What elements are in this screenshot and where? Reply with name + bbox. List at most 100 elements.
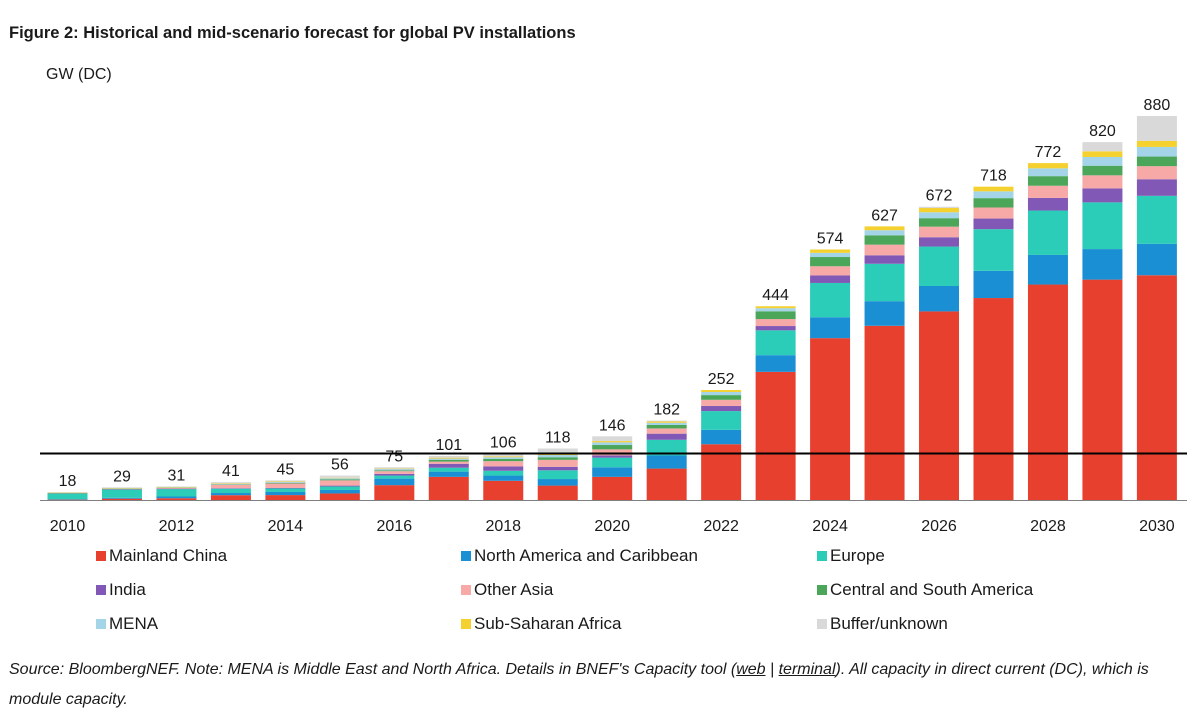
legend-label: Buffer/unknown <box>830 614 948 633</box>
x-tick-label-2028: 2028 <box>1030 518 1066 535</box>
bar-segment-sub_saharan_africa-2011 <box>101 488 142 489</box>
source-note: Source: BloombergNEF. Note: MENA is Midd… <box>9 655 1189 715</box>
bar-segment-other_asia-2016 <box>374 471 415 474</box>
bar-segment-other_asia-2027 <box>973 207 1014 219</box>
x-tick-label-2010: 2010 <box>50 518 86 535</box>
legend-item-central_south_america: Central and South America <box>817 580 1033 600</box>
legend-item-north_america: North America and Caribbean <box>461 546 698 566</box>
bar-segment-india-2025 <box>864 255 905 264</box>
legend-item-mena: MENA <box>96 614 158 634</box>
legend-item-other_asia: Other Asia <box>461 580 553 600</box>
x-tick-label-2030: 2030 <box>1139 518 1175 535</box>
bar-segment-sub_saharan_africa-2014 <box>265 481 306 482</box>
source-link-terminal[interactable]: terminal <box>778 661 836 678</box>
bar-segment-sub_saharan_africa-2020 <box>592 441 633 443</box>
bar-segment-north_america-2026 <box>919 285 960 312</box>
bar-segment-mainland_china-2016 <box>374 485 415 500</box>
bar-segment-central_south_america-2028 <box>1027 176 1068 186</box>
source-separator: | <box>765 661 779 678</box>
bar-segment-north_america-2019 <box>537 479 578 486</box>
bar-segment-mainland_china-2018 <box>483 480 524 500</box>
bar-segment-mainland_china-2010 <box>47 499 88 501</box>
legend-item-europe: Europe <box>817 546 885 566</box>
bar-segment-india-2027 <box>973 218 1014 230</box>
bar-segment-other_asia-2025 <box>864 244 905 256</box>
bar-segment-europe-2015 <box>319 486 360 490</box>
x-tick-label-2020: 2020 <box>594 518 630 535</box>
bar-segment-other_asia-2024 <box>810 266 851 276</box>
bar-segment-north_america-2023 <box>755 355 796 372</box>
bar-segment-central_south_america-2023 <box>755 311 796 320</box>
bar-segment-central_south_america-2014 <box>265 482 306 484</box>
bar-segment-europe-2020 <box>592 457 633 468</box>
bar-segment-mainland_china-2027 <box>973 298 1014 500</box>
bar-segment-mainland_china-2014 <box>265 495 306 500</box>
x-tick-label-2026: 2026 <box>921 518 957 535</box>
bar-segment-central_south_america-2015 <box>319 479 360 481</box>
bar-segment-sub_saharan_africa-2026 <box>919 208 960 213</box>
bar-segment-mena-2023 <box>755 308 796 312</box>
bar-total-label-2017: 101 <box>435 437 462 454</box>
bar-segment-india-2015 <box>319 485 360 487</box>
bar-segment-north_america-2029 <box>1082 249 1123 280</box>
bar-segment-mainland_china-2029 <box>1082 279 1123 500</box>
legend-item-mainland_china: Mainland China <box>96 546 227 566</box>
bar-segment-sub_saharan_africa-2023 <box>755 306 796 309</box>
bar-segment-mainland_china-2020 <box>592 476 633 500</box>
bar-segment-mena-2014 <box>265 481 306 483</box>
bar-segment-other_asia-2014 <box>265 483 306 488</box>
bar-total-label-2030: 880 <box>1144 97 1171 114</box>
bar-total-label-2022: 252 <box>708 371 735 388</box>
bar-segment-mainland_china-2025 <box>864 325 905 500</box>
bar-segment-india-2018 <box>483 466 524 471</box>
legend-label: Other Asia <box>474 580 554 599</box>
bar-segment-india-2011 <box>101 489 142 490</box>
bar-segment-india-2013 <box>210 488 251 489</box>
bar-segment-india-2014 <box>265 487 306 489</box>
bar-total-label-2023: 444 <box>762 287 789 304</box>
bar-segment-other_asia-2020 <box>592 449 633 456</box>
bar-segment-north_america-2027 <box>973 270 1014 299</box>
bar-segment-mainland_china-2011 <box>101 498 142 500</box>
bar-segment-north_america-2010 <box>47 499 88 500</box>
bar-segment-india-2020 <box>592 455 633 458</box>
bar-segment-north_america-2018 <box>483 475 524 481</box>
bar-segment-india-2016 <box>374 473 415 476</box>
bar-segment-sub_saharan_africa-2016 <box>374 468 415 470</box>
legend-swatch-north_america <box>461 551 471 561</box>
source-link-web[interactable]: web <box>736 661 766 678</box>
x-tick-label-2022: 2022 <box>703 518 739 535</box>
bar-total-label-2014: 45 <box>276 461 294 478</box>
bar-segment-other_asia-2019 <box>537 459 578 467</box>
bar-total-label-2015: 56 <box>331 457 349 474</box>
bar-segment-india-2030 <box>1136 179 1177 196</box>
bar-segment-europe-2025 <box>864 263 905 302</box>
bar-total-label-2016: 75 <box>385 448 403 465</box>
bar-segment-india-2028 <box>1027 197 1068 211</box>
bar-segment-north_america-2021 <box>646 455 687 469</box>
bar-segment-buffer-2030 <box>1136 115 1177 141</box>
bar-segment-europe-2019 <box>537 470 578 480</box>
bar-segment-mena-2028 <box>1027 168 1068 177</box>
bar-total-label-2019: 118 <box>545 430 571 447</box>
bar-segment-other_asia-2013 <box>210 484 251 489</box>
bar-total-label-2012: 31 <box>168 467 186 484</box>
x-tick-label-2014: 2014 <box>268 518 304 535</box>
bar-segment-north_america-2025 <box>864 301 905 326</box>
bar-segment-central_south_america-2016 <box>374 470 415 472</box>
bar-segment-other_asia-2012 <box>156 487 197 489</box>
bar-total-label-2010: 18 <box>59 473 77 490</box>
source-prefix: Source: BloombergNEF. Note: MENA is Midd… <box>9 661 737 678</box>
bar-segment-sub_saharan_africa-2024 <box>810 249 851 253</box>
bar-segment-other_asia-2026 <box>919 226 960 238</box>
bar-segment-sub_saharan_africa-2030 <box>1136 140 1177 147</box>
bar-segment-mena-2020 <box>592 442 633 446</box>
bar-segment-central_south_america-2021 <box>646 424 687 429</box>
bar-segment-europe-2011 <box>101 489 142 498</box>
bar-segment-mena-2030 <box>1136 146 1177 157</box>
bar-segment-sub_saharan_africa-2021 <box>646 421 687 423</box>
bar-segment-europe-2021 <box>646 439 687 456</box>
bar-segment-north_america-2024 <box>810 317 851 339</box>
x-tick-label-2012: 2012 <box>159 518 195 535</box>
bar-segment-north_america-2017 <box>428 471 469 477</box>
